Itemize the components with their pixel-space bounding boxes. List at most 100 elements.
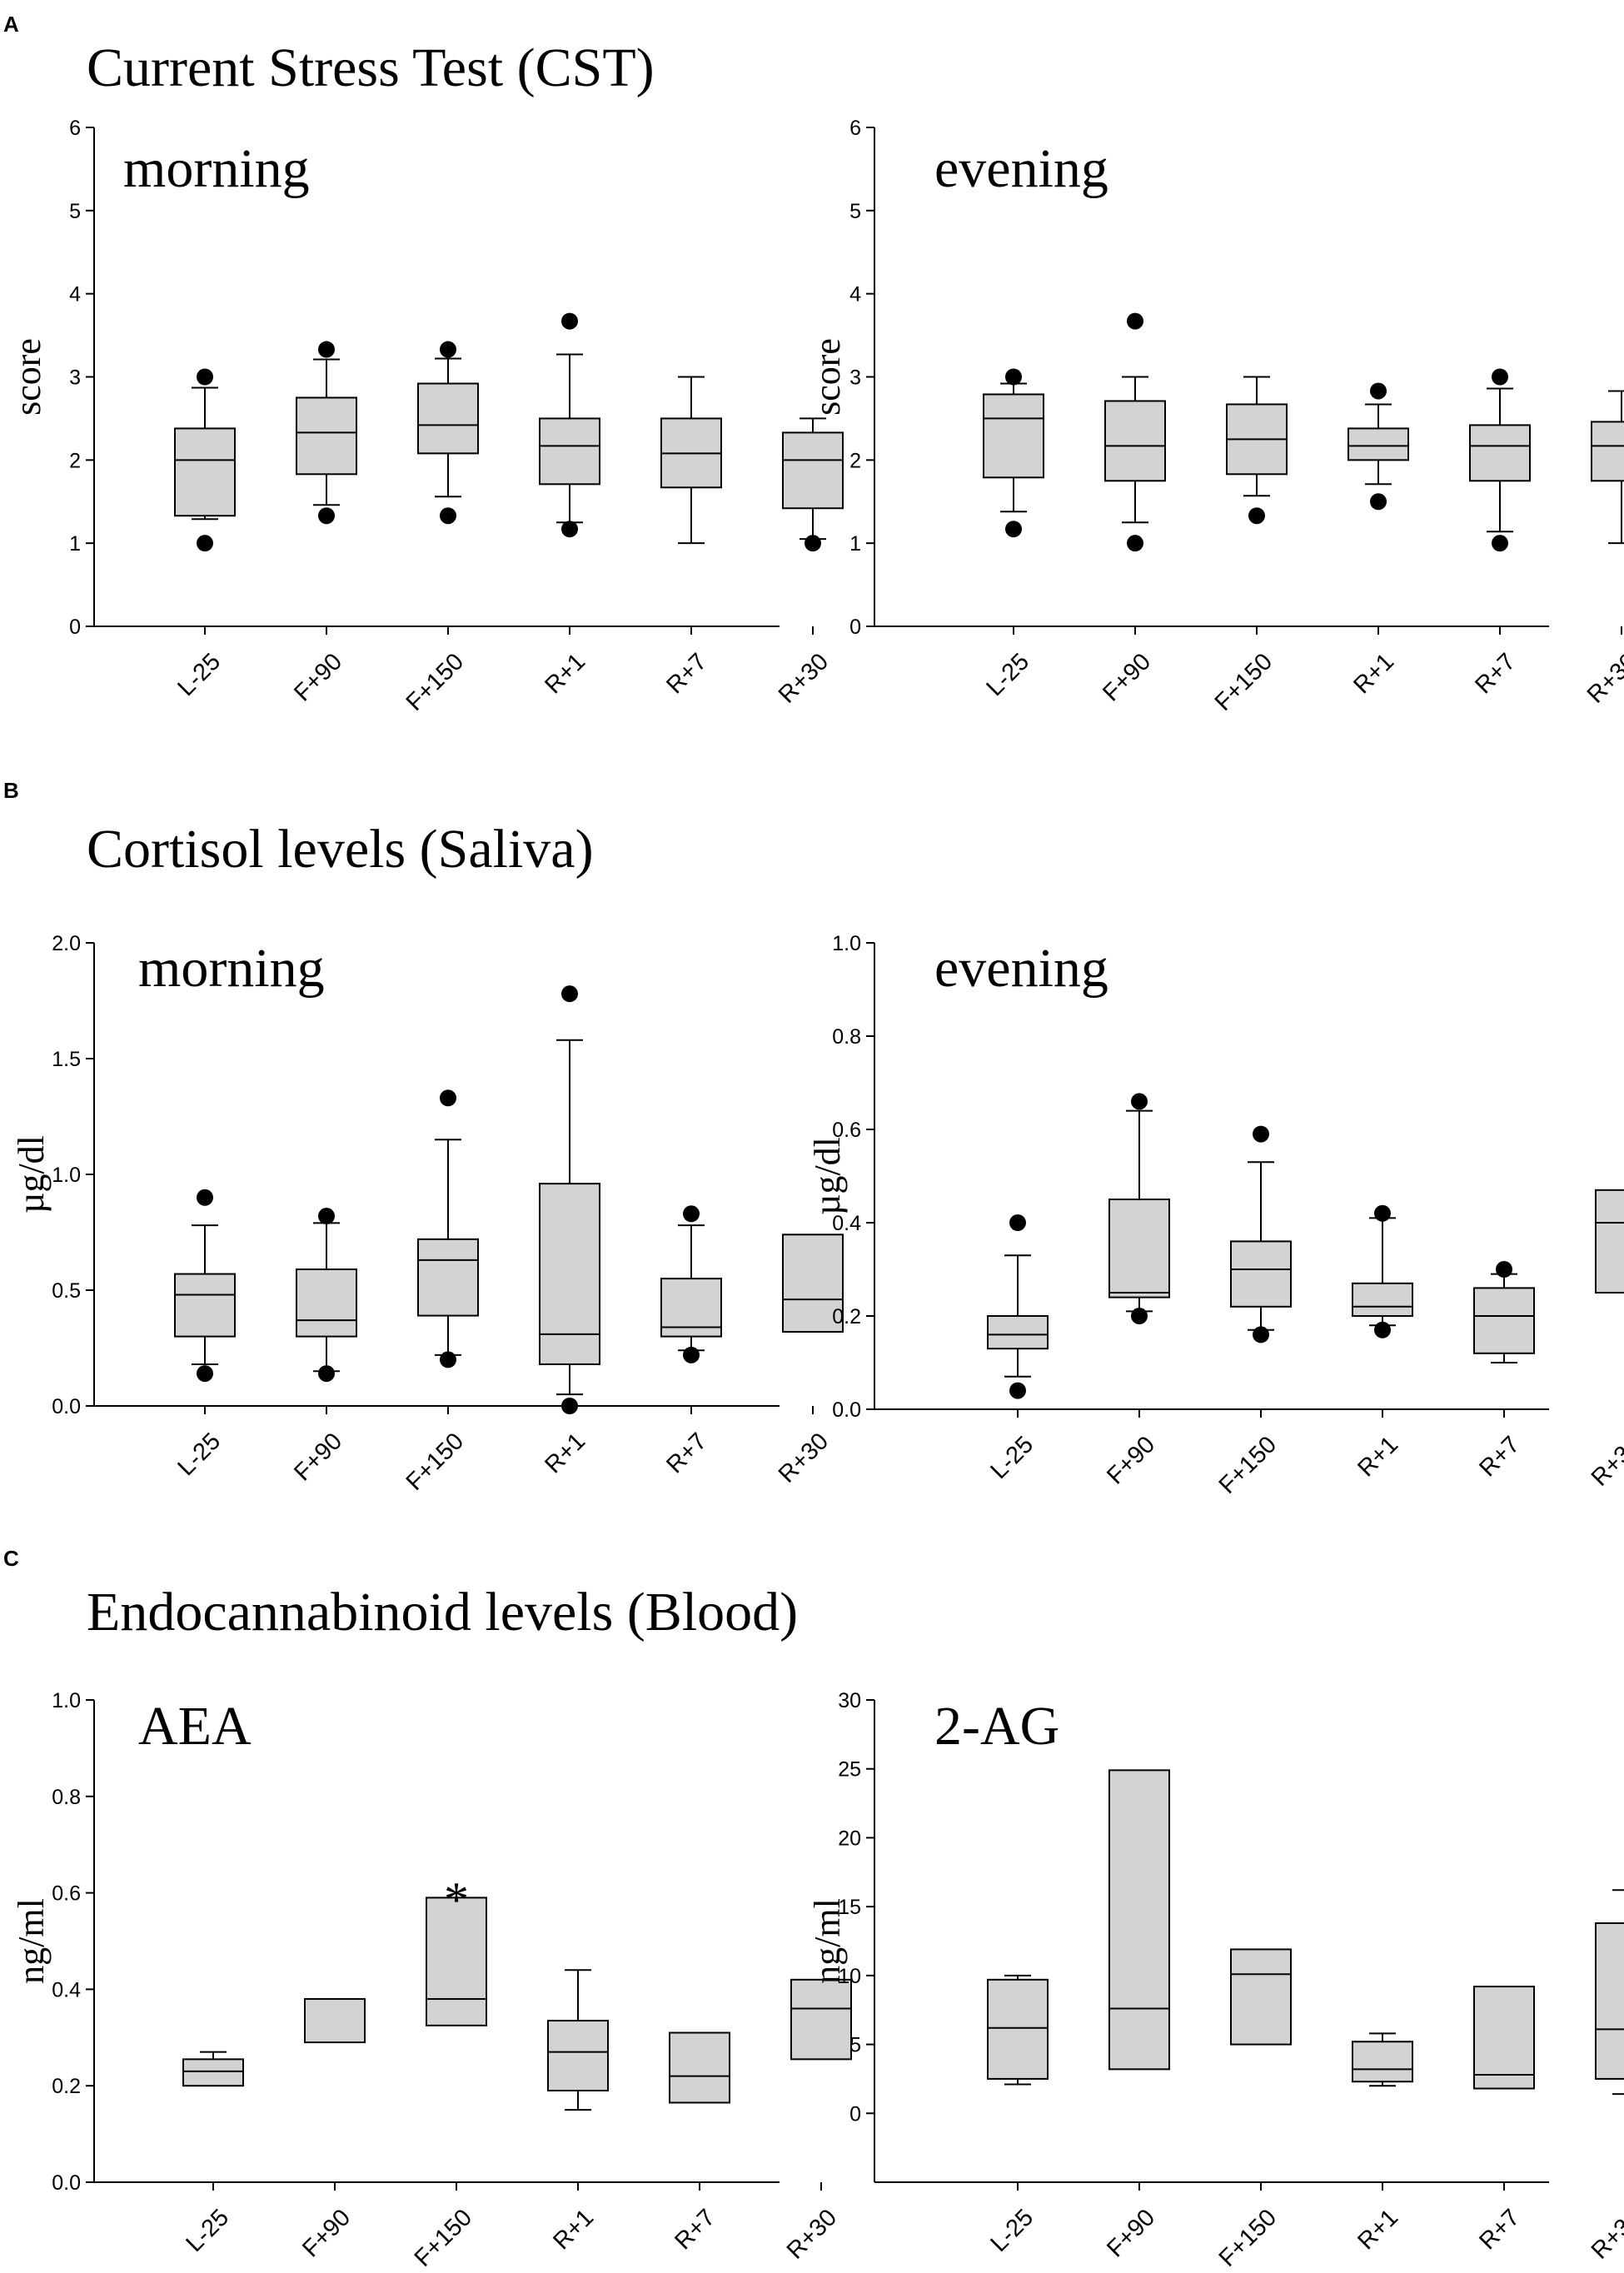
y-tick-label: 5 — [849, 200, 861, 223]
y-tick-label: 6 — [69, 117, 81, 140]
y-tick-label: 2 — [69, 449, 81, 472]
outlier-point — [1127, 312, 1143, 330]
chart-2ag: 0 5 10 15 20 25 30 ng/ml 2-AG L-25 F+90 F+150 R+1 R+7… — [807, 1689, 1624, 2272]
box-iqr — [987, 1978, 1049, 2080]
outlier-point — [197, 368, 213, 386]
box-iqr — [782, 1234, 844, 1333]
outlier-point — [318, 341, 335, 358]
y-tick-label: 5 — [69, 200, 81, 223]
y-tick-label: 0.6 — [832, 1119, 861, 1142]
box-r1 — [539, 312, 600, 538]
y-tick-label: 1.0 — [832, 932, 861, 955]
outlier-point — [1370, 382, 1387, 400]
box-iqr — [1108, 1769, 1170, 2071]
y-tick-label: 15 — [838, 1896, 861, 1919]
box-r7 — [1473, 1261, 1535, 1363]
outlier-point — [1127, 535, 1143, 552]
category-label: F+90 — [1098, 648, 1156, 706]
box-l25 — [174, 368, 236, 552]
outlier-point — [1253, 1125, 1269, 1143]
category-label: F+150 — [1214, 1431, 1282, 1498]
y-tick-label: 2.0 — [52, 932, 81, 955]
box-iqr — [983, 393, 1044, 479]
box-iqr — [296, 396, 357, 476]
y-tick-label: 0 — [849, 2102, 861, 2126]
category-label: L-25 — [172, 648, 226, 701]
box-f150 — [417, 1089, 479, 1368]
outlier-point — [1374, 1204, 1391, 1222]
box-f90 — [1108, 1769, 1170, 2071]
category-label: L-25 — [172, 1428, 226, 1481]
outlier-point — [440, 1089, 456, 1107]
y-tick-label: 1 — [69, 532, 81, 556]
y-tick-label: 3 — [849, 366, 861, 390]
box-f150 — [1226, 376, 1288, 525]
category-label: R+1 — [1348, 648, 1399, 699]
y-tick-label: 0 — [849, 616, 861, 639]
box-iqr — [1469, 424, 1531, 482]
outlier-point — [440, 341, 456, 358]
box-iqr — [1230, 1240, 1292, 1308]
box-iqr — [1230, 1948, 1292, 2046]
box-r7 — [669, 2031, 730, 2104]
y-tick-label: 1 — [849, 532, 861, 556]
chart-cortisol-evening: 0.0 0.2 0.4 0.6 0.8 1.0 µg/dl evening L-25 F+90 F+… — [807, 932, 1624, 1499]
box-r30 — [1595, 1189, 1624, 1294]
y-axis-title: µg/dl — [807, 1137, 848, 1215]
outlier-point — [197, 535, 213, 552]
box-r7 — [660, 376, 722, 545]
y-tick-label: 0.5 — [52, 1279, 81, 1303]
outlier-point — [318, 507, 335, 525]
box-f90 — [296, 341, 357, 525]
category-label: F+90 — [1102, 2204, 1160, 2262]
outlier-point — [318, 1208, 335, 1225]
box-iqr — [790, 1978, 852, 2061]
category-label: R+30 — [1587, 1431, 1624, 1491]
chart-cst-evening: 0 1 2 3 4 5 6 score evening L-25 F+90 F+150 R+1 R+7 R+… — [807, 117, 1624, 716]
box-iqr — [1108, 1199, 1170, 1299]
box-l25 — [987, 1214, 1049, 1399]
category-label: F+150 — [410, 2204, 477, 2271]
outlier-point — [1009, 1214, 1026, 1231]
outlier-point — [561, 521, 578, 538]
outlier-point — [561, 1398, 578, 1414]
y-tick-label: 0.8 — [52, 1786, 81, 1809]
subplot-title: AEA — [138, 1696, 252, 1757]
box-iqr — [304, 1997, 366, 2044]
box-r30 — [782, 417, 844, 552]
panel-b-title: Cortisol levels (Saliva) — [87, 819, 594, 880]
outlier-point — [1009, 1382, 1026, 1399]
box-l25 — [174, 1189, 236, 1383]
y-tick-label: 0.2 — [832, 1305, 861, 1328]
category-label: L-25 — [985, 2204, 1039, 2257]
category-label: L-25 — [981, 648, 1034, 701]
outlier-point — [683, 1205, 700, 1223]
category-label: R+1 — [548, 2204, 599, 2255]
category-label: F+150 — [401, 648, 469, 715]
y-tick-label: 30 — [838, 1689, 861, 1712]
category-label: R+7 — [661, 648, 712, 699]
category-label: F+150 — [1210, 648, 1278, 715]
box-iqr — [547, 2020, 609, 2091]
panel-letter-c: C — [3, 1546, 19, 1571]
y-tick-label: 3 — [69, 366, 81, 390]
y-tick-label: 25 — [838, 1758, 861, 1782]
y-tick-label: 0.4 — [832, 1212, 861, 1235]
y-tick-label: 0.8 — [832, 1025, 861, 1049]
panel-a-title: Current Stress Test (CST) — [87, 37, 655, 98]
box-iqr — [174, 1273, 236, 1338]
box-iqr — [669, 2031, 730, 2104]
box-r1 — [1352, 2032, 1413, 2087]
box-r30 — [1591, 390, 1624, 545]
box-r30 — [782, 1234, 844, 1333]
category-label: L-25 — [181, 2204, 234, 2257]
box-iqr — [182, 2058, 244, 2087]
y-tick-label: 5 — [849, 2034, 861, 2057]
box-f150 — [417, 341, 479, 525]
panel-letter-a: A — [3, 12, 19, 37]
box-iqr — [1352, 2041, 1413, 2083]
outlier-point — [1370, 493, 1387, 511]
outlier-point — [1005, 368, 1022, 386]
box-r1 — [547, 1969, 609, 2111]
